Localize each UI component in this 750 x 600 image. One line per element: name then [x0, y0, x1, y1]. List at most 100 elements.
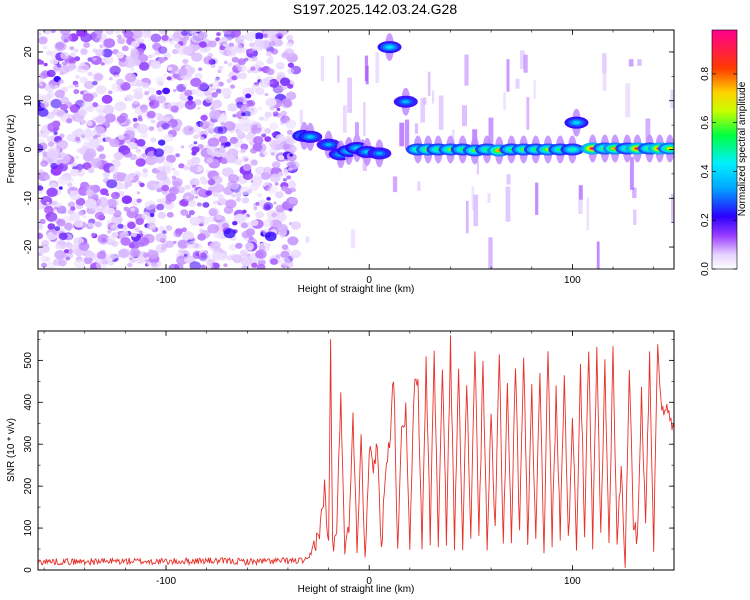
colorbar-tick-label: 0.8 — [700, 67, 711, 81]
noise-speck — [82, 93, 94, 103]
noise-speck — [78, 187, 89, 196]
noise-speck — [262, 183, 267, 187]
noise-speck — [153, 183, 161, 189]
colorbar-frame — [711, 29, 738, 270]
noise-speck — [264, 231, 277, 242]
noise-speck — [80, 91, 84, 95]
noise-speck — [186, 100, 193, 106]
noise-speck — [100, 62, 105, 66]
spectral-streak — [363, 102, 366, 136]
noise-speck — [275, 61, 285, 70]
spectral-streak — [420, 98, 425, 123]
spectral-streak — [633, 209, 637, 225]
noise-speck — [158, 225, 165, 231]
noise-speck — [58, 186, 63, 190]
noise-speck — [287, 161, 296, 169]
noise-speck — [105, 30, 114, 35]
snr-y-tick-label: 400 — [23, 394, 34, 411]
noise-speck — [209, 110, 221, 120]
noise-speck — [241, 123, 252, 132]
spectrogram-y-tick-label: -20 — [23, 239, 34, 254]
noise-speck — [74, 128, 85, 137]
noise-speck — [56, 139, 69, 150]
noise-speck — [43, 174, 51, 180]
noise-speck — [263, 202, 274, 210]
noise-speck — [173, 240, 177, 244]
noise-speck — [46, 91, 55, 99]
spectral-streak — [337, 55, 340, 83]
noise-speck — [65, 175, 72, 181]
noise-speck — [186, 240, 197, 249]
noise-speck — [95, 115, 106, 124]
noise-speck — [75, 136, 81, 142]
noise-speck — [101, 94, 113, 104]
noise-speck — [54, 250, 66, 260]
noise-speck — [166, 76, 172, 81]
noise-speck — [54, 89, 65, 99]
noise-speck — [125, 72, 137, 83]
noise-speck — [171, 48, 179, 55]
spectral-streak — [476, 160, 479, 175]
noise-speck — [47, 141, 55, 147]
noise-speck — [116, 172, 128, 182]
noise-speck — [264, 92, 269, 97]
spectrogram-y-tick-label: 10 — [23, 95, 34, 107]
noise-speck — [191, 184, 197, 188]
noise-speck — [134, 227, 140, 232]
spectral-streak — [670, 89, 674, 109]
noise-speck — [242, 163, 252, 171]
noise-speck — [194, 99, 202, 106]
noise-speck — [123, 30, 134, 39]
spectral-streak — [343, 105, 347, 133]
noise-speck — [69, 46, 75, 51]
noise-speck — [263, 116, 270, 122]
noise-speck — [129, 67, 135, 72]
noise-speck — [170, 105, 179, 113]
noise-speck — [182, 46, 194, 55]
colorbar-tick-label: 0.2 — [700, 213, 711, 227]
noise-speck — [130, 49, 140, 57]
noise-speck — [268, 40, 276, 47]
noise-speck — [290, 221, 302, 230]
noise-speck — [136, 198, 142, 203]
noise-speck — [282, 168, 289, 174]
noise-speck — [162, 87, 171, 95]
noise-speck — [65, 242, 73, 249]
noise-speck — [58, 232, 68, 241]
snr-x-tick-label: -100 — [156, 576, 176, 587]
noise-speck — [117, 223, 124, 229]
noise-speck — [200, 264, 206, 269]
noise-speck — [92, 102, 99, 108]
noise-speck — [200, 178, 209, 185]
noise-speck — [187, 95, 194, 101]
noise-speck — [124, 180, 133, 188]
spectral-streak — [320, 55, 324, 82]
noise-speck — [257, 106, 263, 111]
noise-speck — [151, 261, 158, 267]
noise-speck — [216, 32, 221, 37]
noise-speck — [127, 221, 136, 229]
noise-speck — [240, 256, 253, 267]
noise-speck — [281, 185, 288, 192]
noise-speck — [185, 66, 196, 75]
noise-speck — [222, 30, 232, 35]
signal-blob — [560, 135, 585, 164]
noise-speck — [130, 207, 136, 212]
noise-speck — [129, 81, 136, 87]
noise-speck — [262, 219, 273, 228]
noise-speck — [223, 60, 228, 64]
noise-speck — [116, 34, 122, 39]
noise-speck — [255, 87, 265, 96]
noise-speck — [212, 200, 218, 205]
noise-speck — [57, 176, 69, 185]
noise-speck — [132, 58, 141, 67]
noise-speck — [106, 235, 116, 243]
noise-speck — [244, 242, 254, 251]
noise-speck — [62, 160, 68, 165]
noise-speck — [150, 60, 161, 69]
noise-speck — [271, 161, 281, 169]
noise-speck — [98, 208, 103, 212]
noise-speck — [227, 36, 233, 41]
noise-speck — [106, 207, 116, 215]
